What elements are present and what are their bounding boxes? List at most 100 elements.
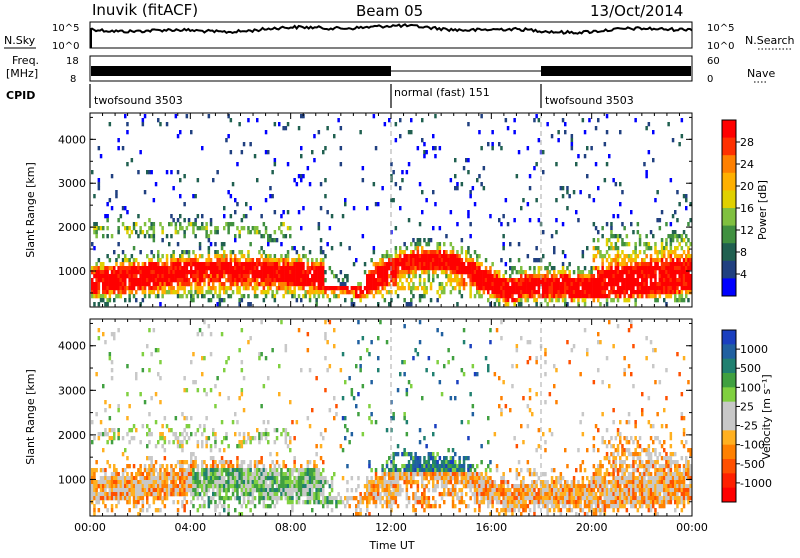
power-cell xyxy=(438,242,442,247)
power-cell xyxy=(656,266,659,271)
power-cell xyxy=(537,274,541,279)
velocity-cell xyxy=(341,500,345,505)
velocity-cell xyxy=(229,464,233,469)
power-cell xyxy=(148,278,151,283)
power-cell xyxy=(511,278,514,283)
velocity-cell xyxy=(498,376,501,381)
power-cell xyxy=(267,278,270,283)
power-cell xyxy=(421,250,424,255)
power-cell xyxy=(121,250,125,255)
velocity-cell xyxy=(313,468,316,473)
velocity-cell xyxy=(403,448,406,453)
power-cell xyxy=(436,254,439,259)
velocity-cell xyxy=(150,352,153,357)
velocity-cell xyxy=(462,500,466,505)
power-cell xyxy=(449,254,453,259)
power-cell xyxy=(456,302,459,307)
power-cell xyxy=(319,282,323,287)
velocity-cell xyxy=(148,432,151,437)
power-cell xyxy=(152,234,156,239)
power-cell xyxy=(110,286,114,291)
velocity-cell xyxy=(432,432,435,437)
power-cell xyxy=(293,278,296,283)
power-cell xyxy=(117,146,120,151)
power-cell xyxy=(245,214,248,219)
velocity-cell xyxy=(150,432,153,437)
power-cell xyxy=(385,250,389,255)
power-cell xyxy=(256,294,259,299)
velocity-cell xyxy=(346,488,349,493)
power-cell xyxy=(359,286,362,291)
power-cell xyxy=(678,234,681,239)
power-cell xyxy=(135,278,138,283)
power-cell xyxy=(636,278,640,283)
power-cell xyxy=(388,282,391,287)
velocity-cell xyxy=(379,476,382,481)
velocity-cell xyxy=(97,480,101,485)
velocity-cell xyxy=(280,320,283,325)
velocity-cell xyxy=(366,348,369,353)
power-cell xyxy=(480,282,483,287)
power-cell xyxy=(674,266,677,271)
power-cell xyxy=(154,262,158,267)
velocity-cell xyxy=(212,464,215,469)
velocity-cell xyxy=(185,500,189,505)
power-cell xyxy=(440,258,444,263)
power-cell xyxy=(410,118,413,123)
velocity-cell xyxy=(262,504,266,509)
power-cell xyxy=(148,294,151,299)
velocity-cell xyxy=(139,392,142,397)
power-cell xyxy=(676,298,679,303)
velocity-cell xyxy=(425,476,428,481)
velocity-cell xyxy=(201,460,204,465)
power-cell xyxy=(410,254,413,259)
power-cell xyxy=(291,294,294,299)
power-cell xyxy=(216,230,219,235)
power-cell xyxy=(449,278,453,283)
velocity-cell xyxy=(132,484,136,489)
power-cell xyxy=(124,282,127,287)
power-cell xyxy=(570,142,574,147)
power-cell xyxy=(291,278,294,283)
velocity-cell xyxy=(293,488,296,493)
power-cell xyxy=(203,274,206,279)
velocity-cell xyxy=(240,504,244,509)
power-cell xyxy=(352,286,356,291)
power-cell xyxy=(124,254,127,259)
power-cell xyxy=(110,278,114,283)
power-cell xyxy=(597,286,600,291)
velocity-cell xyxy=(117,436,120,441)
power-cell xyxy=(399,254,402,259)
velocity-cell xyxy=(399,488,402,493)
velocity-cell xyxy=(119,492,123,497)
power-cell xyxy=(612,278,615,283)
power-cell xyxy=(636,262,640,267)
power-cell xyxy=(454,158,457,163)
power-cell xyxy=(229,282,233,287)
velocity-cell xyxy=(502,492,505,497)
velocity-cell xyxy=(405,476,409,481)
power-cell xyxy=(605,242,609,247)
velocity-cell xyxy=(139,496,142,501)
velocity-cell xyxy=(473,468,477,473)
velocity-cell xyxy=(297,496,301,501)
power-cell xyxy=(526,290,530,295)
power-cell xyxy=(634,290,637,295)
velocity-cell xyxy=(275,488,279,493)
velocity-cell xyxy=(489,476,492,481)
velocity-cell xyxy=(242,408,246,413)
velocity-cell xyxy=(161,488,164,493)
velocity-cell xyxy=(91,488,94,493)
power-cell xyxy=(106,278,109,283)
power-cell xyxy=(407,286,411,291)
power-cell xyxy=(526,298,530,303)
power-cell xyxy=(619,286,622,291)
power-cell xyxy=(669,242,673,247)
power-cell xyxy=(262,222,266,227)
power-cell xyxy=(185,258,189,263)
power-cell xyxy=(113,266,116,271)
velocity-cell xyxy=(427,456,431,461)
power-cell xyxy=(124,270,127,275)
power-cell xyxy=(379,266,382,271)
velocity-cell xyxy=(209,352,213,357)
